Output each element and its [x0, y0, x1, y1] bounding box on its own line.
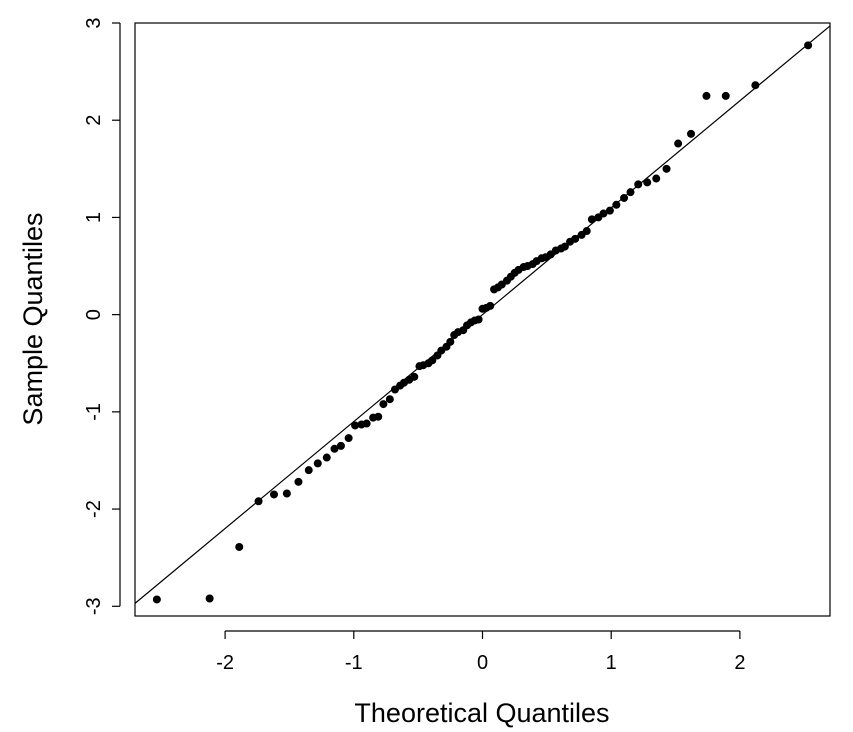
y-axis-title: Sample Quantiles	[18, 212, 48, 425]
data-point	[620, 193, 629, 202]
data-point	[674, 139, 683, 148]
plot-frame	[134, 22, 831, 617]
data-point	[751, 81, 760, 90]
data-point	[428, 356, 437, 365]
y-tick-label: 3	[83, 17, 105, 28]
data-point	[687, 129, 695, 138]
y-tick-label: 2	[83, 115, 105, 126]
data-point	[205, 594, 214, 603]
data-point	[344, 434, 353, 443]
y-tick-label: -2	[83, 500, 105, 518]
data-point	[702, 91, 711, 100]
y-tick-label: 0	[83, 309, 105, 320]
data-point	[235, 542, 244, 551]
x-axis-title: Theoretical Quantiles	[354, 698, 609, 728]
data-point	[571, 234, 580, 243]
data-point	[304, 466, 313, 475]
x-tick-label: 2	[734, 652, 745, 674]
x-tick-label: 0	[477, 652, 488, 674]
y-tick-label: 1	[83, 212, 105, 223]
data-point	[374, 412, 383, 421]
data-point	[599, 209, 608, 218]
data-point	[626, 188, 635, 197]
data-point	[446, 337, 455, 346]
data-point	[662, 164, 671, 173]
data-point	[336, 441, 345, 450]
data-point	[634, 180, 643, 189]
data-point	[582, 227, 591, 236]
reference-line	[134, 25, 831, 604]
data-point	[351, 421, 360, 430]
data-point	[379, 400, 388, 409]
data-points	[152, 41, 813, 604]
x-axis: -2 -1 0 1 2	[216, 630, 745, 674]
data-point	[322, 453, 331, 462]
x-tick-label: -1	[345, 652, 363, 674]
data-point	[486, 301, 495, 310]
data-point	[587, 215, 596, 224]
data-point	[270, 490, 278, 499]
data-point	[313, 459, 322, 468]
data-point	[721, 91, 730, 100]
data-point	[643, 178, 652, 187]
data-point	[605, 206, 614, 215]
data-point	[152, 595, 161, 604]
data-point	[294, 477, 303, 486]
data-point	[410, 372, 419, 381]
x-tick-label: 1	[606, 652, 617, 674]
data-point	[362, 419, 371, 428]
data-point	[804, 41, 813, 50]
data-point	[254, 497, 263, 506]
y-tick-label: -1	[83, 403, 105, 421]
data-point	[330, 444, 339, 453]
data-point	[385, 395, 394, 404]
data-point	[474, 315, 483, 324]
data-point	[652, 174, 661, 183]
data-point	[282, 489, 291, 498]
y-axis: -3 -2 -1 0 1 2 3	[83, 17, 121, 615]
data-point	[612, 200, 621, 209]
x-tick-label: -2	[216, 652, 234, 674]
y-tick-label: -3	[83, 597, 105, 615]
data-point	[560, 242, 569, 251]
